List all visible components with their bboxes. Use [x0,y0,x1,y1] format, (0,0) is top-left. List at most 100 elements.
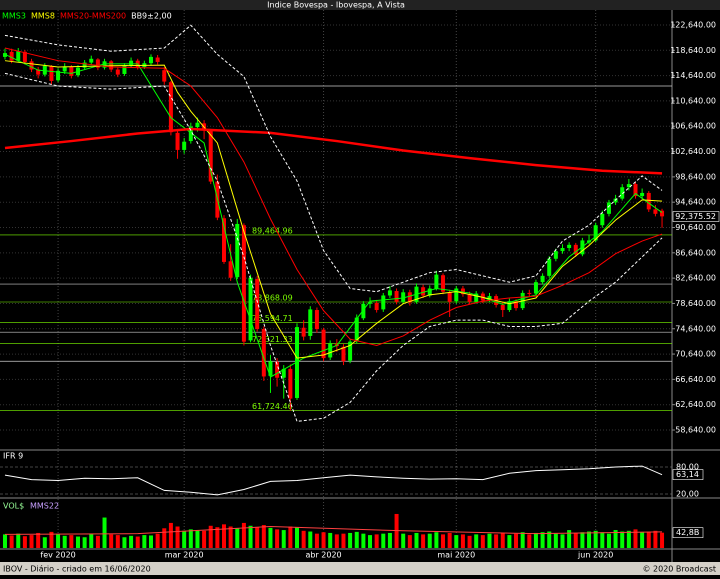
volume-bar [188,529,193,548]
volume-bar [228,526,233,548]
volume-bar [341,533,346,548]
volume-bar [567,530,572,548]
volume-bar [241,522,246,548]
legend-entry: MMS3 [2,12,26,21]
volume-bar [474,534,479,548]
candle-body [301,327,306,337]
candle-body [593,225,598,241]
volume-bar [215,527,220,548]
volume-bar [75,536,80,548]
y-tick-label: 114,640.00 [670,71,716,80]
candle-body [36,69,41,75]
volume-bar [208,525,213,548]
candle-body [374,303,379,311]
volume-bar [507,535,512,548]
candle-body [248,277,253,341]
candle-body [348,341,353,361]
volume-bar [222,524,226,548]
candle-body [222,218,226,262]
candle-body [275,361,280,378]
candle-body [467,294,472,302]
candle-body [354,317,359,342]
y-tick-label: 94,640.00 [675,198,716,207]
volume-bar [514,533,519,548]
candle-body [82,62,87,68]
panel-title: IFR 9 [3,452,23,461]
candle-body [16,51,21,61]
legend-entry: MMS20-MMS200 [60,12,126,21]
volume-bar [148,535,153,548]
candle-body [606,202,611,214]
candle-body [660,210,665,217]
indicator-line [4,72,663,422]
volume-bar [573,532,578,548]
candle-body [460,288,465,295]
indicator-line [4,127,663,175]
candle-body [235,223,240,278]
volume-bar [500,532,505,548]
volume-bar [82,537,87,548]
footer-bar [0,562,720,575]
volume-bar [142,535,147,548]
volume-bar [255,527,260,548]
candle-body [162,70,167,82]
candle-body [441,275,446,292]
candle-body [447,292,452,302]
volume-bar [620,531,625,548]
y-tick-label: 66,640.00 [675,375,716,384]
volume-bar [102,517,107,548]
candle-body [155,57,160,62]
volume-bar [533,532,538,548]
candle-body [533,282,538,294]
candle-body [368,302,373,304]
y-tick-label: 78,640.00 [675,299,716,308]
volume-bar [308,531,313,548]
volume-bar [387,532,392,548]
volume-bar [421,534,426,548]
candle-body [434,274,439,289]
candle-body [62,66,67,72]
volume-bar [653,530,658,548]
volume-bar [374,534,379,548]
candle-body [646,192,651,210]
volume-bar [288,526,293,548]
volume-bar [56,534,61,548]
volume-bar [587,531,592,548]
candle-body [454,288,459,302]
volume-bar [633,529,638,548]
candle-body [573,244,578,255]
volume-bar [540,532,545,548]
volume-bar [640,532,645,548]
candle-body [474,293,479,302]
volume-bar [235,528,240,548]
x-tick-label: mar 2020 [165,551,204,560]
candle-body [49,66,54,81]
y-tick-label: 86,640.00 [675,248,716,257]
y-tick-label: 110,640.00 [670,96,716,105]
title-bar [0,0,720,10]
candle-body [122,65,127,74]
candle-body [195,122,200,128]
volume-bar [42,537,47,548]
volume-bar [660,532,665,548]
volume-bar [16,533,21,548]
volume-bar [281,530,286,548]
candle-body [261,329,266,377]
volume-bar [155,533,160,548]
volume-bar [162,528,167,548]
volume-bar [122,537,127,548]
candle-body [29,61,34,70]
candle-body [560,248,565,252]
volume-bar [182,530,187,548]
candle-body [514,301,519,309]
candle-body [268,361,273,376]
level-label: 72,321.33 [252,335,293,344]
volume-bar [580,532,585,548]
candle-body [653,209,658,214]
y-tick-label: 74,640.00 [675,324,716,333]
volume-bar [447,532,452,548]
candle-body [553,251,558,259]
level-label: 78,868.09 [252,293,293,302]
volume-bar [547,531,552,548]
